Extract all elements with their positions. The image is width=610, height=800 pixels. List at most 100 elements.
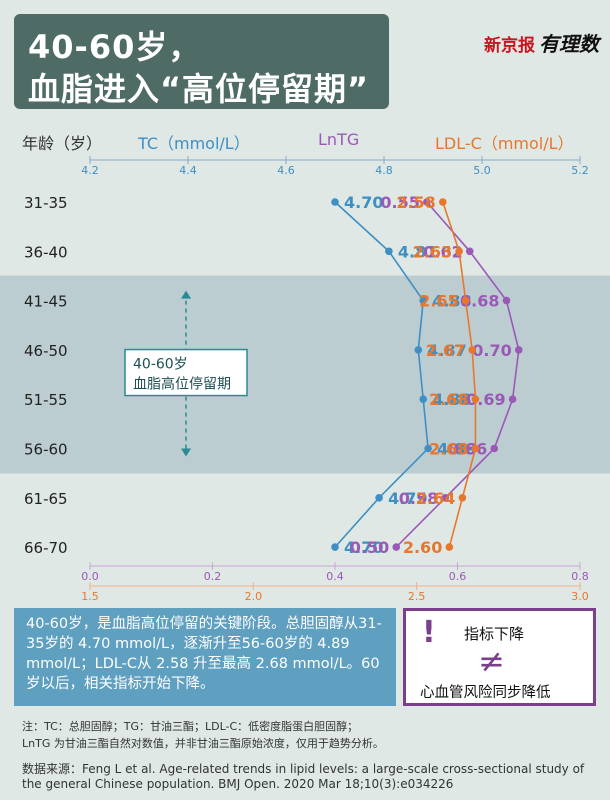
age-label: 61-65 (24, 490, 68, 508)
tc-data-point (419, 395, 428, 404)
tc-data-label: 4.87 (427, 341, 466, 360)
ldl-data-point (455, 247, 463, 256)
not-equal-icon: ≠ (478, 642, 505, 680)
age-label: 56-60 (24, 441, 68, 459)
ldl-series-line (442, 201, 477, 548)
tc-tick-label: 4.4 (179, 164, 197, 177)
lntg-data-label: 0.68 (460, 292, 499, 311)
lntg-data-label: 0.66 (448, 440, 487, 459)
ldl-data-label: 2.68 (429, 440, 468, 459)
tc-data-label: 4.70 (344, 193, 383, 212)
tc-data-point (419, 296, 428, 305)
tc-data-point (375, 494, 383, 502)
tc-tick-label: 4.2 (81, 164, 99, 177)
lntg-data-point (392, 543, 401, 551)
ldl-tick-label: 3.0 (571, 590, 589, 603)
tc-data-label: 4.81 (398, 242, 437, 261)
lntg-data-point (465, 247, 474, 256)
notes: 注：TC：总胆固醇；TG：甘油三酯；LDL-C：低密度脂蛋白胆固醇； LnTG … (22, 718, 592, 752)
tc-series-line (334, 201, 429, 548)
tc-data-point (385, 247, 393, 256)
lntg-data-label: 0.62 (423, 242, 462, 261)
note-line-2: LnTG 为甘油三酯自然对数值，并非甘油三酯原始浓度，仅用于趋势分析。 (22, 737, 384, 750)
ldl-data-label: 2.58 (396, 193, 435, 212)
ldl-data-label: 2.68 (429, 390, 468, 409)
lntg-tick-label: 0.0 (81, 570, 99, 583)
ldl-data-point (439, 198, 447, 206)
ldl-data-point (461, 296, 470, 305)
tc-tick-label: 4.8 (375, 164, 393, 177)
tc-tick-label: 5.0 (473, 164, 491, 177)
ldl-header: LDL-C（mmol/L） (435, 134, 574, 153)
source-citation: 数据来源：Feng L et al. Age-related trends in… (22, 762, 585, 791)
lntg-data-label: 0.58 (399, 489, 438, 508)
tc-data-label: 4.79 (388, 489, 427, 508)
risk-label: 心血管风险同步降低 (420, 685, 551, 701)
lntg-data-point (508, 395, 517, 404)
ldl-data-point (445, 543, 454, 551)
lntg-data-label: 0.55 (380, 193, 419, 212)
lipid-trend-chart: 4.2 4.4 4.6 4.8 5.0 5.2 0.0 0.2 0.4 0.6 0.8 1.5 2.0 2… (0, 156, 610, 603)
arrow-up-icon (181, 290, 191, 299)
brand-logo: 新京报 有理数 (484, 28, 599, 57)
logo-sub: 有理数 (539, 32, 599, 56)
lntg-data-point (490, 444, 499, 453)
tc-tick-label: 5.2 (571, 164, 589, 177)
ldl-data-label: 2.67 (426, 341, 465, 360)
tc-data-point (331, 543, 339, 551)
highlight-label-line1: 40-60岁 (133, 357, 188, 373)
tc-data-point (414, 346, 423, 354)
age-label: 66-70 (24, 539, 68, 557)
lntg-series-line (395, 201, 520, 548)
ldl-data-label: 2.63 (413, 242, 452, 261)
highlight-label-box (124, 348, 248, 397)
tc-data-label: 4.70 (344, 538, 383, 557)
arrow-down-icon (181, 448, 191, 457)
highlight-band (0, 275, 610, 474)
age-label: 46-50 (24, 342, 68, 360)
tc-data-label: 4.88 (432, 292, 471, 311)
summary-text: 40-60岁，是血脂高位停留的关键阶段。总胆固醇从31-35岁的 4.70 mm… (26, 616, 382, 692)
ldl-tick-label: 2.5 (408, 590, 426, 603)
ldl-data-point (468, 346, 477, 354)
tc-data-label: 4.88 (432, 390, 471, 409)
lntg-header: LnTG (318, 130, 360, 149)
lntg-data-point (514, 346, 523, 354)
summary-panel: 40-60岁，是血脂高位停留的关键阶段。总胆固醇从31-35岁的 4.70 mm… (14, 608, 396, 706)
ldl-data-point (471, 444, 480, 453)
lntg-data-label: 0.70 (472, 341, 511, 360)
logo-brand: 新京报 (484, 36, 535, 56)
ldl-data-point (471, 395, 480, 404)
title-box: 40-60岁， 血脂进入“高位停留期” (14, 14, 389, 109)
age-label: 41-45 (24, 293, 68, 311)
exclamation-icon: ! (422, 615, 436, 650)
ldl-data-label: 2.64 (416, 489, 455, 508)
tc-data-point (424, 444, 432, 453)
title-line-1: 40-60岁， (28, 28, 202, 66)
ldl-data-label: 2.65 (419, 292, 458, 311)
tc-tick-label: 4.6 (277, 164, 295, 177)
ldl-tick-label: 1.5 (81, 590, 99, 603)
lntg-data-label: 0.50 (350, 538, 389, 557)
title-line-2: 血脂进入“高位停留期” (28, 70, 370, 108)
lntg-data-point (441, 494, 450, 502)
ldl-data-point (458, 494, 467, 502)
ldl-tick-label: 2.0 (245, 590, 263, 603)
lntg-tick-label: 0.2 (204, 570, 222, 583)
lntg-tick-label: 0.6 (449, 570, 467, 583)
trend-label: 指标下降 (464, 625, 525, 643)
tc-data-point (331, 198, 339, 206)
age-header: 年龄（岁） (22, 134, 103, 153)
lntg-tick-label: 0.4 (326, 570, 344, 583)
note-line-1: 注：TC：总胆固醇；TG：甘油三酯；LDL-C：低密度脂蛋白胆固醇； (22, 720, 359, 733)
lntg-data-point (423, 198, 431, 206)
age-label: 51-55 (24, 391, 68, 409)
tc-header: TC（mmol/L） (138, 134, 250, 153)
lntg-tick-label: 0.8 (571, 570, 589, 583)
ldl-data-label: 2.60 (403, 538, 442, 557)
highlight-label-line2: 血脂高位停留期 (133, 376, 231, 393)
tc-data-label: 4.89 (437, 440, 476, 459)
age-label: 31-35 (24, 194, 68, 212)
age-label: 36-40 (24, 243, 68, 261)
lntg-data-point (502, 296, 511, 305)
